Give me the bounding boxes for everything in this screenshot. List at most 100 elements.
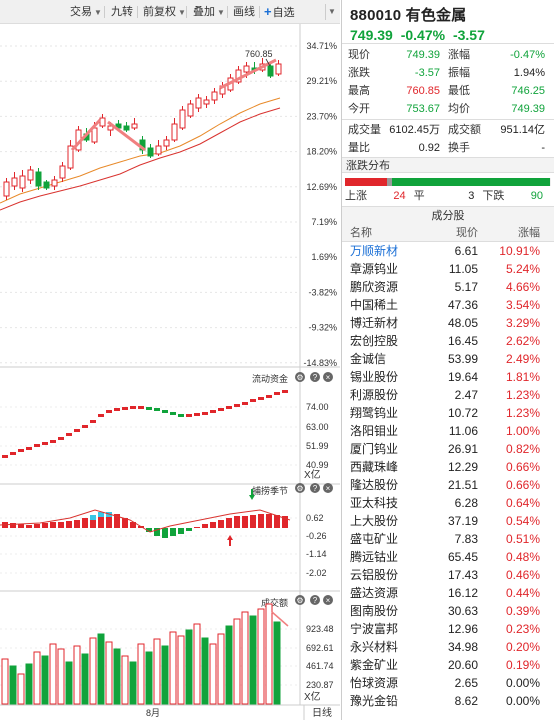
draw-line-button[interactable]: 画线	[233, 6, 255, 18]
constituent-row[interactable]: 鹏欣资源 5.17 4.66%	[342, 278, 554, 296]
toolbar-divider	[186, 6, 187, 18]
distribution-bar	[345, 178, 551, 186]
quote-header: 880010 有色金属 749.39 -0.47% -3.57	[342, 0, 554, 44]
volume-bar	[105, 641, 113, 705]
volume-bar	[241, 611, 249, 705]
nine-turn-button[interactable]: 九转	[111, 6, 133, 18]
pane-icons[interactable]: ⚙? × ⚙? × ⚙? ×	[295, 372, 333, 605]
constituent-price: 11.05	[448, 262, 478, 276]
constituent-change: 0.82%	[505, 442, 540, 456]
constituent-row[interactable]: 章源钨业 11.05 5.24%	[342, 260, 554, 278]
close-icon[interactable]	[323, 595, 333, 605]
fund-flow-bar	[98, 414, 104, 417]
moving-average-lines	[0, 97, 281, 211]
constituent-price: 65.45	[447, 550, 478, 564]
candle-body	[147, 147, 154, 157]
indicator-bar	[10, 523, 16, 528]
fund-flow-bar	[194, 413, 200, 416]
constituent-row[interactable]: 怡球资源 2.65 0.00%	[342, 674, 554, 692]
stat-label: 振幅	[448, 67, 470, 79]
constituent-row[interactable]: 洛阳钼业 11.06 1.00%	[342, 422, 554, 440]
close-icon[interactable]	[323, 483, 333, 493]
trade-button[interactable]: 交易 ▼	[70, 6, 102, 18]
constituent-row[interactable]: 永兴材料 34.98 0.20%	[342, 638, 554, 656]
add-watchlist-button[interactable]: +自选	[264, 4, 295, 19]
constituent-row[interactable]: 隆达股份 21.51 0.66%	[342, 476, 554, 494]
candle-body	[163, 139, 170, 147]
stat-label: 量比	[348, 142, 370, 154]
constituent-row[interactable]: 万顺新材 6.61 10.91%	[342, 242, 554, 260]
constituent-name: 万顺新材	[350, 244, 399, 258]
constituent-row[interactable]: 上大股份 37.19 0.54%	[342, 512, 554, 530]
column-header-change[interactable]: 涨幅	[518, 227, 540, 239]
quote-stat-row: 成交量 6102.45万 成交额 951.14亿	[342, 121, 554, 139]
constituent-change: 0.64%	[505, 496, 540, 510]
constituent-row[interactable]: 中国稀土 47.36 3.54%	[342, 296, 554, 314]
constituent-row[interactable]: 豫光金铅 8.62 0.00%	[342, 692, 554, 710]
indicator-bar	[186, 528, 192, 531]
constituent-price: 53.99	[447, 352, 478, 366]
ma-line-red	[0, 107, 281, 211]
constituent-change: 2.49%	[505, 352, 540, 366]
volume-unit: X亿	[304, 690, 321, 703]
constituent-row[interactable]: 云铝股份 17.43 0.46%	[342, 566, 554, 584]
candle-body	[203, 99, 210, 105]
indicator-bar	[258, 514, 264, 528]
constituent-price: 12.29	[447, 460, 478, 474]
percent-tick-label: -3.82%	[308, 287, 337, 297]
help-icon[interactable]	[310, 372, 320, 382]
fund-flow-bar	[234, 404, 240, 407]
gear-icon[interactable]	[295, 372, 305, 382]
constituent-row[interactable]: 西藏珠峰 12.29 0.66%	[342, 458, 554, 476]
volume-bar	[81, 653, 89, 705]
constituent-row[interactable]: 盛达资源 16.12 0.44%	[342, 584, 554, 602]
overlay-button[interactable]: 叠加 ▼	[193, 6, 225, 18]
constituent-row[interactable]: 锡业股份 19.64 1.81%	[342, 368, 554, 386]
constituent-row[interactable]: 厦门钨业 26.91 0.82%	[342, 440, 554, 458]
help-icon[interactable]	[310, 595, 320, 605]
trend-arrow	[219, 58, 277, 90]
adjust-button[interactable]: 前复权 ▼	[143, 6, 186, 18]
period-button[interactable]: 日线	[312, 706, 332, 719]
constituent-row[interactable]: 亚太科技 6.28 0.64%	[342, 494, 554, 512]
fund-flow-bar	[258, 397, 264, 400]
constituent-row[interactable]: 宏创控股 16.45 2.62%	[342, 332, 554, 350]
constituent-row[interactable]: 腾远钴业 65.45 0.48%	[342, 548, 554, 566]
stat-value: -	[541, 142, 545, 154]
stat-value: -0.47%	[510, 49, 545, 61]
volume-bar	[9, 665, 17, 705]
candle-body	[275, 63, 282, 75]
gear-icon[interactable]	[295, 595, 305, 605]
constituent-row[interactable]: 利源股份 2.47 1.23%	[342, 386, 554, 404]
distribution-up-segment	[345, 178, 388, 186]
constituent-name: 怡球资源	[350, 676, 399, 690]
stat-value: 760.85	[406, 85, 440, 97]
constituent-row[interactable]: 盛屯矿业 7.83 0.51%	[342, 530, 554, 548]
toolbar-more-dropdown[interactable]: ▼	[325, 4, 338, 20]
candle-body	[115, 123, 122, 129]
constituent-row[interactable]: 宁波富邦 12.96 0.23%	[342, 620, 554, 638]
fund-flow-bar	[58, 437, 64, 440]
volume-bar	[145, 651, 153, 705]
volume-bar	[17, 673, 25, 705]
constituent-row[interactable]: 金诚信 53.99 2.49%	[342, 350, 554, 368]
constituent-row[interactable]: 紫金矿业 20.60 0.19%	[342, 656, 554, 674]
column-header-price[interactable]: 现价	[456, 227, 478, 239]
constituent-price: 16.12	[447, 586, 478, 600]
constituent-row[interactable]: 翔鹭钨业 10.72 1.23%	[342, 404, 554, 422]
close-icon[interactable]	[323, 372, 333, 382]
constituent-row[interactable]: 图南股份 30.63 0.39%	[342, 602, 554, 620]
toolbar-divider	[104, 6, 105, 18]
candle-body	[171, 123, 178, 141]
constituent-price: 47.36	[447, 298, 478, 312]
chart-canvas[interactable]: 760.85 34.71% 29.21% 23.70% 18.20% 12.69% 7.1…	[0, 0, 340, 720]
column-header-name[interactable]: 名称	[350, 227, 372, 239]
fund-flow-bar	[250, 399, 256, 402]
candle-body	[243, 65, 250, 73]
constituent-row[interactable]: 博迁新材 48.05 3.29%	[342, 314, 554, 332]
gear-icon[interactable]	[295, 483, 305, 493]
constituent-change: 1.81%	[505, 370, 540, 384]
help-icon[interactable]	[310, 483, 320, 493]
volume-bar	[89, 637, 97, 705]
down-count: 90	[530, 190, 544, 202]
